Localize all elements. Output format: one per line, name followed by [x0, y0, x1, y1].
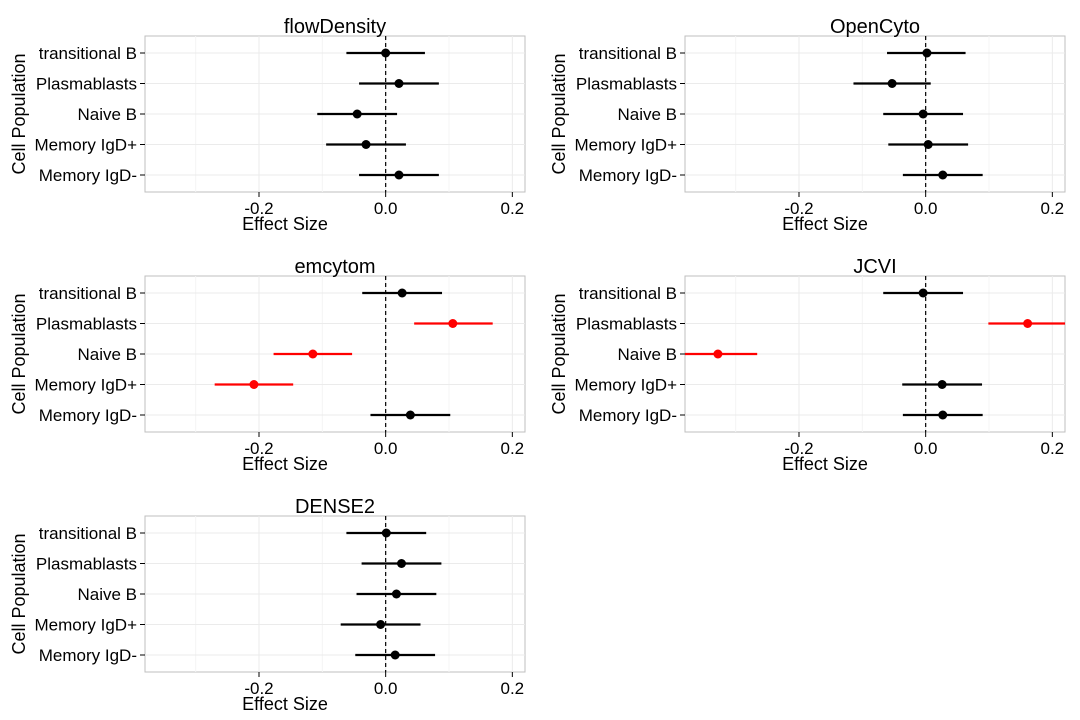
point-estimate: [397, 288, 407, 298]
panel-title: JCVI: [853, 256, 896, 278]
point-estimate: [397, 559, 406, 568]
point-estimate: [887, 79, 897, 88]
point-estimate: [361, 140, 371, 149]
x-axis-label: Effect Size: [782, 214, 868, 234]
y-tick-label: Naive B: [617, 345, 677, 364]
point-estimate: [448, 319, 458, 328]
x-tick-label: 0.0: [914, 439, 938, 458]
y-tick-label: Memory IgD-: [39, 406, 137, 425]
point-estimate: [394, 79, 404, 88]
x-tick-label: 0.0: [374, 199, 398, 218]
data-marks: [685, 288, 1065, 420]
point-estimate: [405, 410, 415, 420]
x-tick-label: 0.0: [374, 679, 398, 698]
y-tick-label: Memory IgD-: [39, 166, 137, 185]
y-axis-label: Cell Population: [549, 53, 569, 174]
panel-title: emcytom: [294, 256, 375, 278]
panel-title: DENSE2: [295, 496, 375, 518]
point-estimate: [249, 380, 259, 389]
y-axis-label: Cell Population: [9, 53, 29, 174]
y-tick-label: Memory IgD+: [35, 376, 138, 395]
y-tick-label: Naive B: [77, 585, 137, 604]
panel-emcytom: transitional B Plasmablasts Naive B Memory …: [9, 256, 526, 474]
x-tick-label: -0.2: [244, 679, 273, 698]
y-tick-label: Memory IgD+: [575, 376, 678, 395]
y-axis-label: Cell Population: [9, 533, 29, 654]
y-tick-label: Naive B: [77, 345, 137, 364]
point-estimate: [352, 109, 362, 119]
data-marks: [317, 48, 439, 180]
y-tick-label: transitional B: [579, 284, 677, 303]
y-tick-label: transitional B: [39, 44, 137, 63]
y-axis-label: Cell Population: [549, 293, 569, 414]
point-estimate: [376, 620, 386, 629]
x-tick-label: -0.2: [784, 439, 813, 458]
panel-dense2: transitional B Plasmablasts Naive B Memory …: [9, 496, 526, 714]
point-estimate: [1023, 319, 1033, 328]
x-tick-label: 0.2: [501, 199, 525, 218]
y-tick-label: transitional B: [39, 284, 137, 303]
y-tick-label: Naive B: [77, 105, 137, 124]
x-tick-label: -0.2: [784, 199, 813, 218]
x-tick-label: 0.2: [1041, 199, 1065, 218]
point-estimate: [938, 410, 948, 420]
y-tick-label: transitional B: [39, 524, 137, 543]
point-estimate: [308, 349, 318, 359]
point-estimate: [918, 288, 928, 298]
point-estimate: [918, 109, 928, 119]
x-axis-label: Effect Size: [782, 454, 868, 474]
x-axis-label: Effect Size: [242, 214, 328, 234]
panel-opencyto: transitional B Plasmablasts Naive B Memory …: [549, 16, 1066, 234]
point-estimate: [394, 170, 404, 180]
y-tick-label: transitional B: [579, 44, 677, 63]
y-tick-label: Memory IgD+: [35, 136, 138, 155]
panel-title: flowDensity: [284, 16, 386, 38]
x-tick-label: 0.2: [501, 439, 525, 458]
y-tick-label: Naive B: [617, 105, 677, 124]
point-estimate: [390, 650, 400, 660]
y-axis-label: Cell Population: [9, 293, 29, 414]
point-estimate: [391, 589, 401, 599]
x-axis-label: Effect Size: [242, 454, 328, 474]
data-marks: [214, 288, 493, 420]
point-estimate: [381, 48, 391, 58]
point-estimate: [381, 528, 391, 538]
x-tick-label: -0.2: [244, 439, 273, 458]
x-tick-label: 0.2: [501, 679, 525, 698]
panel-jcvi: transitional B Plasmablasts Naive B Memory …: [549, 256, 1066, 474]
point-estimate: [922, 48, 932, 58]
y-tick-label: Memory IgD-: [39, 646, 137, 665]
x-tick-label: 0.2: [1041, 439, 1065, 458]
x-tick-label: 0.0: [374, 439, 398, 458]
y-tick-label: Plasmablasts: [36, 555, 137, 574]
y-tick-label: Memory IgD+: [35, 616, 138, 635]
y-tick-label: Plasmablasts: [576, 315, 677, 334]
y-tick-label: Plasmablasts: [576, 75, 677, 94]
point-estimate: [938, 170, 948, 180]
y-tick-label: Memory IgD+: [575, 136, 678, 155]
y-tick-label: Memory IgD-: [579, 406, 677, 425]
y-tick-label: Plasmablasts: [36, 75, 137, 94]
x-tick-label: -0.2: [244, 199, 273, 218]
x-tick-label: 0.0: [914, 199, 938, 218]
y-tick-label: Memory IgD-: [579, 166, 677, 185]
panel-title: OpenCyto: [830, 16, 920, 38]
point-estimate: [713, 349, 723, 359]
panel-flowdensity: transitional B Plasmablasts Naive B Memory …: [9, 16, 526, 234]
point-estimate: [937, 380, 947, 389]
data-marks: [340, 528, 442, 660]
y-tick-label: Plasmablasts: [36, 315, 137, 334]
data-marks: [853, 48, 983, 180]
point-estimate: [923, 140, 933, 149]
x-axis-label: Effect Size: [242, 694, 328, 714]
